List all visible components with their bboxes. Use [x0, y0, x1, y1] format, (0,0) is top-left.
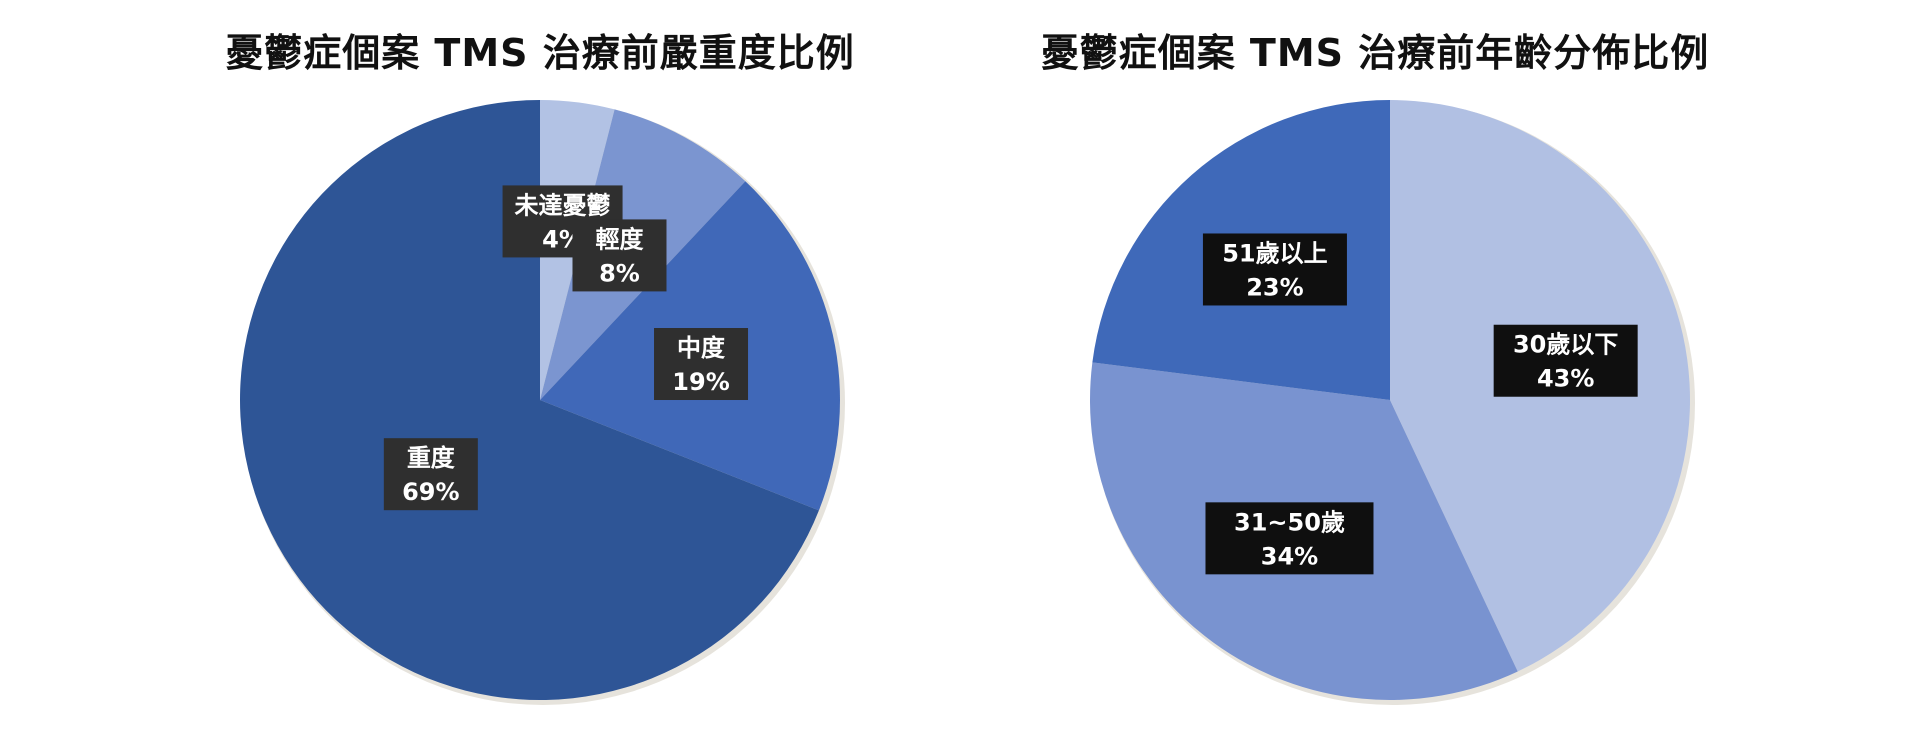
age-label-value-1: 34%	[1261, 542, 1318, 570]
severity-slice-3	[239, 99, 819, 700]
severity-label-box-2	[654, 328, 749, 401]
age-label-category-2: 51歲以上	[1222, 239, 1327, 267]
age-chart-title: 憂鬱症個案 TMS 治療前年齡分佈比例	[1040, 31, 1710, 75]
severity-label-category-2: 中度	[677, 334, 726, 362]
severity-label-category-3: 重度	[407, 444, 456, 472]
severity-label-category-0: 未達憂鬱	[515, 191, 611, 219]
age-data-label-2: 51歲以上 23%	[1202, 233, 1347, 306]
age-label-value-2: 23%	[1246, 273, 1303, 301]
age-data-label-0: 30歲以下 43%	[1493, 324, 1638, 397]
severity-label-value-2: 19%	[672, 368, 729, 396]
severity-label-box-3	[383, 438, 478, 511]
severity-label-box-1	[572, 219, 667, 292]
severity-label-category-1: 輕度	[595, 225, 644, 253]
severity-data-label-1: 輕度 8%	[572, 219, 667, 292]
age-label-category-0: 30歲以下	[1513, 331, 1618, 359]
age-label-box-1	[1205, 502, 1374, 575]
severity-data-label-2: 中度 19%	[654, 328, 749, 401]
severity-data-label-3: 重度 69%	[383, 438, 478, 511]
age-data-label-1: 31~50歲 34%	[1205, 502, 1374, 575]
age-label-box-0	[1493, 324, 1638, 397]
severity-label-value-3: 69%	[402, 478, 459, 506]
age-label-value-0: 43%	[1537, 365, 1594, 393]
age-label-category-1: 31~50歲	[1234, 508, 1345, 536]
severity-chart-title: 憂鬱症個案 TMS 治療前嚴重度比例	[225, 31, 855, 75]
severity-label-value-1: 8%	[599, 259, 640, 287]
age-label-box-2	[1202, 233, 1347, 306]
